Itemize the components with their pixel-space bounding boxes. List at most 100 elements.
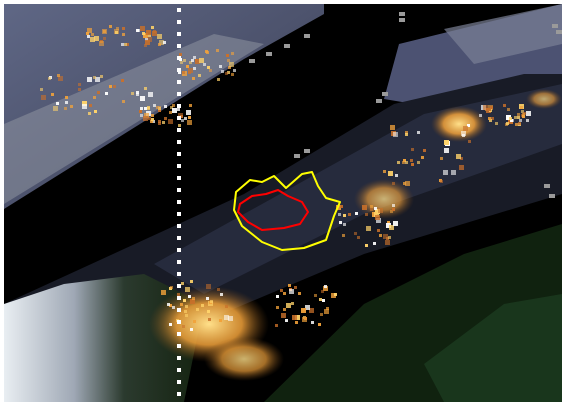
city-light [324, 285, 327, 288]
city-light [521, 110, 524, 113]
city-light [226, 54, 229, 57]
marker-dot [177, 68, 181, 72]
marker-dot [177, 236, 181, 240]
city-light [100, 75, 103, 78]
city-light [87, 77, 92, 82]
city-light [386, 223, 391, 228]
city-light [392, 208, 395, 211]
city-light [201, 304, 204, 307]
city-light [393, 132, 398, 137]
city-light [375, 215, 380, 220]
city-light [93, 76, 96, 79]
city-light [390, 125, 395, 130]
city-light [198, 74, 201, 77]
city-light [206, 284, 211, 289]
city-light [280, 289, 283, 292]
swath-edge-mark [556, 30, 562, 34]
city-light [136, 91, 139, 94]
city-light [206, 297, 209, 300]
city-light [199, 58, 204, 63]
marker-dot [177, 344, 181, 348]
city-light [142, 32, 145, 35]
city-light [283, 308, 286, 311]
lower-right-vegetation-patch [424, 294, 562, 402]
city-light [355, 212, 358, 215]
city-light [343, 214, 346, 217]
city-light [40, 88, 43, 91]
city-light [468, 140, 471, 143]
city-light [276, 295, 279, 298]
city-light [126, 43, 129, 46]
city-light [158, 122, 161, 125]
city-light [354, 232, 357, 235]
city-light [275, 324, 278, 327]
city-light [97, 91, 100, 94]
city-light [163, 41, 166, 44]
city-light [385, 240, 390, 245]
city-light [192, 297, 195, 300]
city-light [193, 56, 196, 59]
city-light [220, 293, 223, 296]
city-light [392, 204, 395, 207]
city-light [148, 34, 151, 37]
city-light [405, 131, 408, 134]
city-light [148, 92, 153, 97]
city-light [319, 298, 322, 301]
city-light [185, 305, 188, 308]
marker-dot [177, 356, 181, 360]
city-light [115, 31, 118, 34]
lower-left-region [4, 274, 204, 402]
marker-dot [177, 56, 181, 60]
city-light [403, 159, 406, 162]
swath-edge-mark [549, 194, 555, 198]
city-light [314, 294, 317, 297]
city-light [365, 213, 368, 216]
city-light [298, 292, 301, 295]
outer-contour [233, 171, 341, 251]
city-light [99, 41, 104, 46]
swath-edge-mark [399, 18, 405, 22]
city-light [158, 120, 161, 123]
city-light [483, 105, 488, 110]
city-light [405, 181, 410, 186]
city-light [217, 78, 220, 81]
city-light [177, 293, 180, 296]
city-light [190, 299, 195, 304]
city-light [506, 122, 509, 125]
city-light [122, 100, 125, 103]
city-light [281, 313, 286, 318]
city-light [168, 119, 173, 124]
city-light [334, 293, 337, 296]
swath-edge-mark [284, 44, 290, 48]
city-light [87, 35, 90, 38]
city-light [383, 170, 386, 173]
city-light [70, 105, 73, 108]
city-light [172, 104, 175, 107]
city-light [158, 43, 161, 46]
city-light [180, 303, 183, 306]
city-light [182, 71, 185, 74]
city-light [374, 212, 379, 217]
scattered-city-lights [40, 25, 531, 331]
city-light [152, 31, 157, 36]
city-light [186, 110, 191, 115]
city-light [208, 318, 211, 321]
city-light [191, 59, 194, 62]
city-light [145, 38, 148, 41]
city-light [395, 174, 398, 177]
city-light [276, 306, 279, 309]
city-light [338, 213, 341, 216]
city-light [56, 102, 59, 105]
city-light [184, 117, 187, 120]
city-light [121, 43, 124, 46]
marker-dot [177, 272, 181, 276]
city-light [164, 117, 167, 120]
city-light [295, 315, 300, 320]
night-satellite-scene [4, 4, 562, 402]
city-light [103, 37, 106, 40]
city-light [522, 115, 525, 118]
city-light [140, 107, 143, 110]
city-light [225, 305, 228, 308]
city-light [321, 290, 324, 293]
city-light [283, 292, 286, 295]
